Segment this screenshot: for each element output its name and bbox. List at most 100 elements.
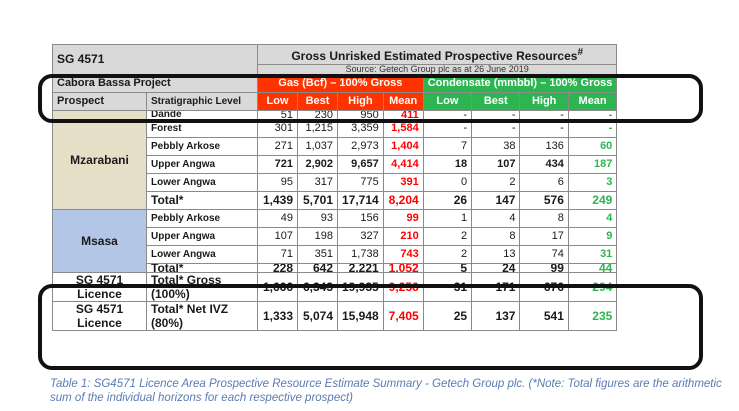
cond-low: 7 — [422, 137, 473, 156]
gas-mean: 391 — [382, 173, 424, 192]
gas-low: 49 — [257, 209, 298, 228]
gas-high: 1,738 — [337, 245, 384, 264]
gas-best: 230 — [297, 110, 338, 120]
gas-mean: 1,404 — [382, 137, 424, 156]
cond-low-header: Low — [422, 92, 473, 111]
cond-best: 107 — [471, 155, 521, 174]
condensate-header: Condensate (mmbbl) – 100% Gross — [422, 74, 618, 93]
gas-best: 2,902 — [297, 155, 338, 174]
gas-low: 107 — [257, 227, 298, 246]
cond-high: 136 — [519, 137, 569, 156]
cond-best: 13 — [471, 245, 521, 264]
cond-high: 8 — [519, 209, 569, 228]
gas-high: 156 — [337, 209, 384, 228]
cond-high: 434 — [519, 155, 569, 174]
gas-mean-total: 1,052 — [382, 263, 424, 273]
cond-low: - — [422, 110, 473, 120]
cond-mean: 9 — [567, 227, 618, 246]
gas-low: 95 — [257, 173, 298, 192]
table-source: Source: Getech Group plc as at 26 June 2… — [256, 64, 618, 75]
cond-mean: 294 — [567, 272, 618, 302]
cond-high: 676 — [519, 272, 569, 302]
prospect-header: Prospect — [52, 92, 147, 111]
cond-best: 8 — [471, 227, 521, 246]
cond-mean: 235 — [567, 301, 618, 331]
gas-best: 1,215 — [297, 119, 338, 138]
cond-best-total: 147 — [471, 191, 521, 210]
gas-mean: 743 — [382, 245, 424, 264]
cond-high: - — [519, 110, 569, 120]
gas-best-total: 642 — [297, 263, 338, 273]
cond-high-header: High — [519, 92, 569, 111]
gas-mean-header: Mean — [382, 92, 424, 111]
cond-best: 4 — [471, 209, 521, 228]
cond-mean: 187 — [567, 155, 618, 174]
cond-high: - — [519, 119, 569, 138]
strat-header: Stratigraphic Level — [146, 92, 258, 111]
gas-high-total: 17,714 — [337, 191, 384, 210]
gas-high: 950 — [337, 110, 384, 120]
cond-low: 18 — [422, 155, 473, 174]
cond-mean: 60 — [567, 137, 618, 156]
cond-mean-total: 249 — [567, 191, 618, 210]
licence-total-label: Total* Net IVZ (80%) — [146, 301, 258, 331]
gas-low: 721 — [257, 155, 298, 174]
cond-mean: 4 — [567, 209, 618, 228]
licence-name: SG 4571 Licence — [52, 301, 147, 331]
cond-best-total: 24 — [471, 263, 521, 273]
gas-high: 2,973 — [337, 137, 384, 156]
cond-high-total: 576 — [519, 191, 569, 210]
cond-best: 171 — [471, 272, 521, 302]
licence-total-label: Total* Gross (100%) — [146, 272, 258, 302]
gas-high-header: High — [337, 92, 384, 111]
cond-low-total: 26 — [422, 191, 473, 210]
resource-table: SG 4571 Gross Unrisked Estimated Prospec… — [52, 44, 618, 331]
cond-low: 0 — [422, 173, 473, 192]
strat-level: Forest — [146, 119, 258, 138]
gas-best-total: 5,701 — [297, 191, 338, 210]
gas-best: 198 — [297, 227, 338, 246]
gas-best: 351 — [297, 245, 338, 264]
gas-low: 1,666 — [257, 272, 298, 302]
gas-low: 271 — [257, 137, 298, 156]
gas-mean: 411 — [382, 110, 424, 120]
cond-low: 2 — [422, 245, 473, 264]
cond-high: 74 — [519, 245, 569, 264]
gas-high: 19,935 — [337, 272, 384, 302]
cond-best: 2 — [471, 173, 521, 192]
gas-low-header: Low — [257, 92, 298, 111]
cond-low: - — [422, 119, 473, 138]
cond-best: 38 — [471, 137, 521, 156]
gas-mean: 7,405 — [382, 301, 424, 331]
cond-mean: 3 — [567, 173, 618, 192]
prospect-msasa: Msasa — [52, 209, 147, 273]
table-title-mark: # — [577, 47, 583, 58]
cond-mean: 31 — [567, 245, 618, 264]
gas-low: 301 — [257, 119, 298, 138]
cond-high: 6 — [519, 173, 569, 192]
gas-low-total: 1,439 — [257, 191, 298, 210]
gas-low: 71 — [257, 245, 298, 264]
licence-id: SG 4571 — [52, 44, 258, 75]
project-name: Cabora Bassa Project — [52, 74, 258, 93]
table-title-text: Gross Unrisked Estimated Prospective Res… — [291, 49, 578, 63]
gas-best: 6,343 — [297, 272, 338, 302]
gas-best-header: Best — [297, 92, 338, 111]
total-label: Total* — [146, 263, 258, 273]
cond-mean-header: Mean — [567, 92, 618, 111]
licence-name: SG 4571 Licence — [52, 272, 147, 302]
cond-low-total: 5 — [422, 263, 473, 273]
table-caption: Table 1: SG4571 Licence Area Prospective… — [50, 378, 722, 404]
cond-low: 31 — [422, 272, 473, 302]
gas-header: Gas (Bcf) – 100% Gross — [257, 74, 424, 93]
gas-best: 317 — [297, 173, 338, 192]
cond-mean: - — [567, 110, 618, 120]
gas-mean: 210 — [382, 227, 424, 246]
strat-level: Pebbly Arkose — [146, 137, 258, 156]
total-label: Total* — [146, 191, 258, 210]
cond-high: 17 — [519, 227, 569, 246]
cond-best: 137 — [471, 301, 521, 331]
gas-mean: 1,584 — [382, 119, 424, 138]
strat-level: Upper Angwa — [146, 227, 258, 246]
prospect-mzarabani: Mzarabani — [52, 110, 147, 210]
